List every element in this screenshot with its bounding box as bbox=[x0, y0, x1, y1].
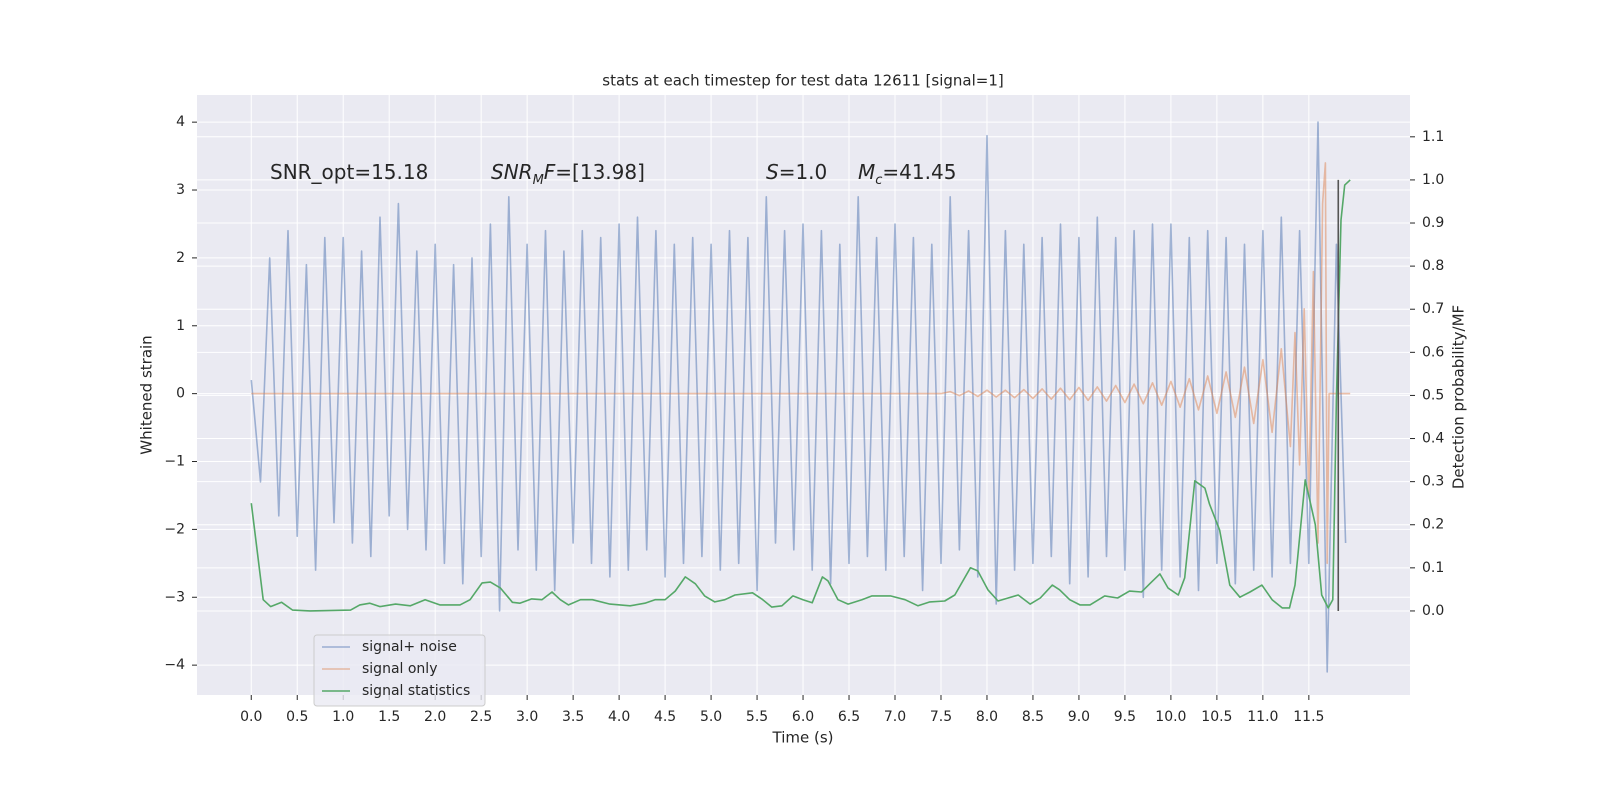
x-tick-label: 4.0 bbox=[608, 709, 630, 725]
annotation-part: F bbox=[544, 160, 556, 184]
annotation-part: =1.0 bbox=[779, 160, 828, 184]
annotations: SNR_opt=15.18 SNRMF=[13.98] S=1.0 Mc=41.45 bbox=[270, 160, 956, 189]
x-tick-label: 1.5 bbox=[378, 709, 400, 725]
x-tick-label: 10.0 bbox=[1155, 709, 1186, 725]
annotation: SNRMF=[13.98] bbox=[491, 160, 645, 189]
x-tick-label: 0.5 bbox=[286, 709, 308, 725]
y2-tick-label: 0.0 bbox=[1422, 603, 1444, 619]
y-tick-label: 3 bbox=[176, 182, 185, 198]
y-tick-label: 2 bbox=[176, 250, 185, 266]
y-tick-label: 0 bbox=[176, 386, 185, 402]
y2-tick-label: 0.4 bbox=[1422, 431, 1444, 447]
y-tick-label: 1 bbox=[176, 318, 185, 334]
annotation-part: S bbox=[766, 160, 779, 184]
series-line bbox=[250, 179, 1351, 612]
annotation-part: SNR_opt=15.18 bbox=[270, 160, 428, 184]
x-tick-label: 8.0 bbox=[976, 709, 998, 725]
y2-axis-label: Detection probability/MF bbox=[1450, 305, 1468, 489]
y-tick-label: −2 bbox=[164, 521, 185, 537]
grid bbox=[197, 95, 1410, 695]
y2-tick-label: 0.2 bbox=[1422, 517, 1444, 533]
x-tick-label: 5.0 bbox=[700, 709, 722, 725]
x-tick-label: 2.5 bbox=[470, 709, 492, 725]
legend-label: signal+ noise bbox=[362, 639, 457, 655]
annotation-part: c bbox=[875, 173, 882, 188]
x-tick-label: 4.5 bbox=[654, 709, 676, 725]
chart-title: stats at each timestep for test data 126… bbox=[602, 72, 1003, 90]
x-tick-label: 10.5 bbox=[1201, 709, 1232, 725]
y2-tick-label: 0.9 bbox=[1422, 215, 1444, 231]
legend-box bbox=[313, 634, 486, 707]
annotation-part: =41.45 bbox=[882, 160, 956, 184]
x-tick-label: 3.5 bbox=[562, 709, 584, 725]
x-tick-label: 7.0 bbox=[884, 709, 906, 725]
annotation-part: M bbox=[533, 173, 544, 188]
x-tick-label: 2.0 bbox=[424, 709, 446, 725]
x-tick-label: 1.0 bbox=[332, 709, 354, 725]
x-tick-label: 6.0 bbox=[792, 709, 814, 725]
y2-tick-label: 0.8 bbox=[1422, 258, 1444, 274]
y2-tick-label: 0.1 bbox=[1422, 560, 1444, 576]
y-tick-label: −1 bbox=[164, 454, 185, 470]
x-tick-label: 7.5 bbox=[930, 709, 952, 725]
annotation: SNR_opt=15.18 bbox=[270, 160, 428, 184]
y-tick-label: −3 bbox=[164, 589, 185, 605]
y2-tick-label: 0.3 bbox=[1422, 474, 1444, 490]
marks bbox=[250, 121, 1351, 673]
series-line bbox=[251, 162, 1351, 565]
annotation: Mc=41.45 bbox=[858, 160, 956, 189]
y2-tick-label: 1.1 bbox=[1422, 129, 1444, 145]
annotation-part: =[13.98] bbox=[555, 160, 645, 184]
annotation: S=1.0 bbox=[766, 160, 827, 184]
annotation-part: M bbox=[858, 160, 875, 184]
x-tick-label: 11.0 bbox=[1247, 709, 1278, 725]
y-tick-label: −4 bbox=[164, 657, 185, 673]
legend-label: signal statistics bbox=[362, 683, 470, 699]
y-tick-label: 4 bbox=[176, 114, 185, 130]
legend-label: signal only bbox=[362, 661, 437, 677]
x-tick-label: 5.5 bbox=[746, 709, 768, 725]
x-tick-label: 6.5 bbox=[838, 709, 860, 725]
annotation-part: SNR bbox=[491, 160, 533, 184]
legend: signal+ noise signal only signal statistic… bbox=[313, 634, 486, 707]
x-tick-label: 8.5 bbox=[1022, 709, 1044, 725]
ticks: 0.0 0.5 1.0 1.5 2.0 2.5 3.0 3.5 4.0 4.5 5.0 5.5 6.0 6… bbox=[164, 114, 1444, 725]
y2-tick-label: 1.0 bbox=[1422, 172, 1444, 188]
y2-tick-label: 0.7 bbox=[1422, 301, 1444, 317]
y-axis-label: Whitened strain bbox=[138, 335, 156, 454]
x-axis-label: Time (s) bbox=[772, 729, 834, 747]
y2-tick-label: 0.6 bbox=[1422, 344, 1444, 360]
y2-tick-label: 0.5 bbox=[1422, 387, 1444, 403]
x-tick-label: 11.5 bbox=[1293, 709, 1324, 725]
x-tick-label: 0.0 bbox=[240, 709, 262, 725]
x-tick-label: 9.0 bbox=[1068, 709, 1090, 725]
series-line bbox=[250, 121, 1347, 673]
x-tick-label: 9.5 bbox=[1114, 709, 1136, 725]
x-tick-label: 3.0 bbox=[516, 709, 538, 725]
